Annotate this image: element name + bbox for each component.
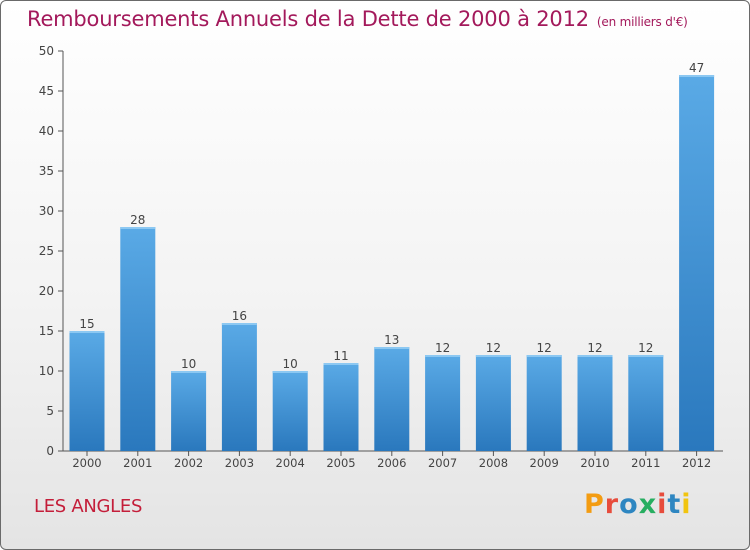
y-tick-label: 0 [46,444,54,458]
data-label-2000: 15 [79,317,94,331]
bar-highlight [272,371,308,373]
x-tick-label: 2009 [530,456,559,470]
x-tick-label: 2006 [377,456,406,470]
bar-highlight [374,347,410,349]
x-tick-label: 2002 [174,456,203,470]
chart-title-text: Remboursements Annuels de la Dette de 20… [27,7,589,31]
chart-subtitle: (en milliers d'€) [596,15,688,29]
y-tick-label: 30 [39,204,54,218]
data-label-2012: 47 [689,61,704,75]
x-tick-label: 2000 [72,456,101,470]
data-label-2011: 12 [638,341,653,355]
bar-2008 [475,355,511,451]
y-tick-label: 20 [39,284,54,298]
bar-2005 [323,363,359,451]
bar-2000 [69,331,105,451]
data-label-2006: 13 [384,333,399,347]
bar-2010 [577,355,613,451]
bar-highlight [120,227,156,229]
data-label-2009: 12 [537,341,552,355]
logo-letter: i [681,489,692,520]
bar-highlight [69,331,105,333]
bar-2006 [374,347,410,451]
bar-highlight [628,355,664,357]
bar-2009 [526,355,562,451]
x-tick-label: 2008 [479,456,508,470]
x-tick-label: 2011 [631,456,660,470]
bar-2004 [272,371,308,451]
bar-highlight [526,355,562,357]
data-label-2004: 10 [283,357,298,371]
commune-name: LES ANGLES [34,496,143,517]
y-tick-label: 40 [39,124,54,138]
chart-data-labels: 15 28 10 16 10 11 13 12 12 12 12 12 47 [79,61,704,371]
logo-letter: P [584,489,605,520]
x-tick-label: 2003 [225,456,254,470]
bar-highlight [425,355,461,357]
chart-axes: 0 5 10 15 20 25 30 35 40 45 50 2000 2001 2002 2003 2004… [39,44,723,470]
logo-letter: r [604,489,620,520]
y-tick-label: 25 [39,244,54,258]
x-tick-label: 2010 [580,456,609,470]
bar-2003 [221,323,257,451]
logo-letter: o [619,489,639,520]
y-tick-label: 45 [39,84,54,98]
chart-title: Remboursements Annuels de la Dette de 20… [27,7,688,31]
data-label-2003: 16 [232,309,247,323]
x-tick-label: 2005 [326,456,355,470]
y-tick-label: 35 [39,164,54,178]
y-tick-label: 5 [46,404,54,418]
y-tick-label: 15 [39,324,54,338]
x-tick-label: 2012 [682,456,711,470]
chart-bars [69,75,715,451]
y-tick-label: 10 [39,364,54,378]
logo-letter: x [638,489,658,520]
data-label-2010: 12 [587,341,602,355]
x-tick-label: 2004 [276,456,305,470]
proxiti-logo[interactable]: Proxiti [584,489,692,520]
data-label-2007: 12 [435,341,450,355]
logo-letter: i [657,489,668,520]
bar-2002 [171,371,207,451]
bar-highlight [323,363,359,365]
data-label-2008: 12 [486,341,501,355]
logo-letter: t [667,489,682,520]
data-label-2001: 28 [130,213,145,227]
y-tick-label: 50 [39,44,54,58]
bar-highlight [475,355,511,357]
bar-highlight [577,355,613,357]
bar-2011 [628,355,664,451]
bar-highlight [221,323,257,325]
bar-2001 [120,227,156,451]
bar-highlight [679,75,715,77]
x-tick-label: 2001 [123,456,152,470]
data-label-2005: 11 [333,349,348,363]
x-tick-label: 2007 [428,456,457,470]
bar-2007 [425,355,461,451]
bar-highlight [171,371,207,373]
bar-2012 [679,75,715,451]
data-label-2002: 10 [181,357,196,371]
